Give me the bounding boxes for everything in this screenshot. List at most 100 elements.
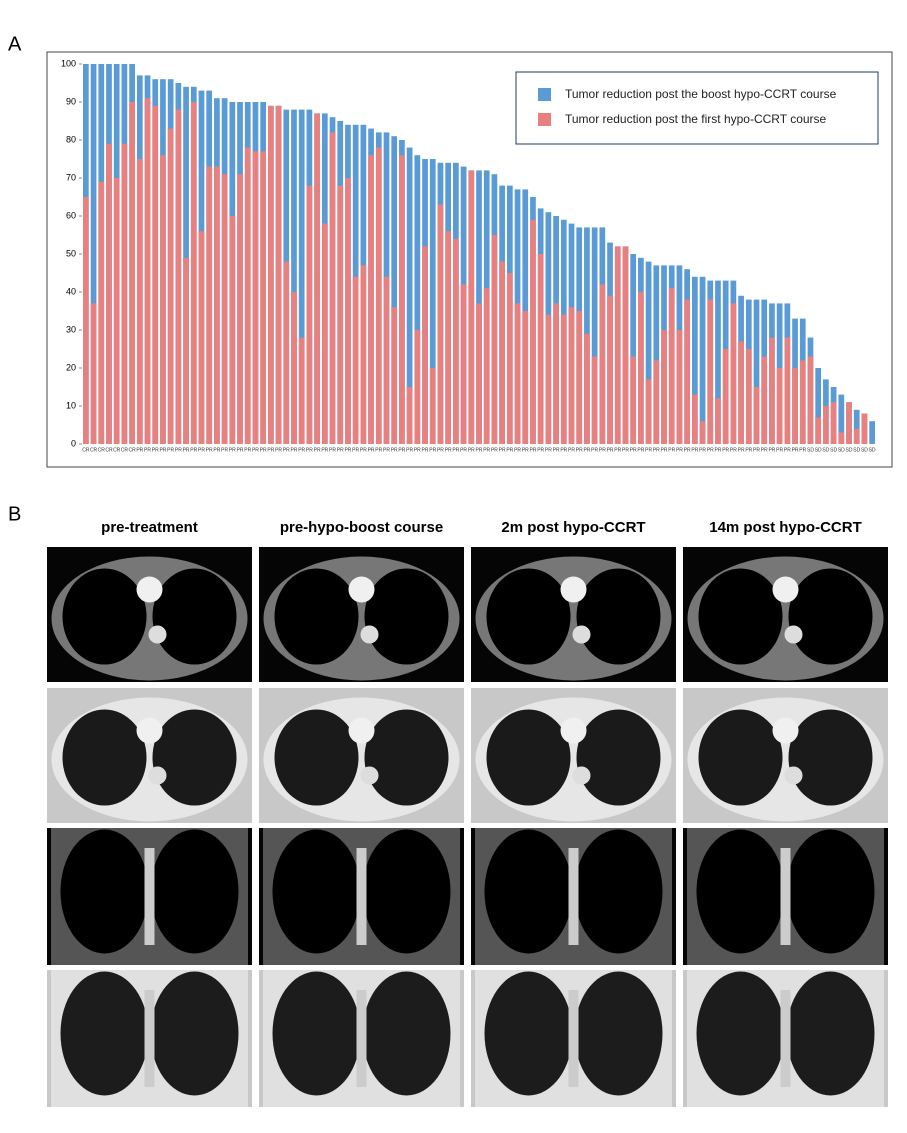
ct-lung: [576, 709, 661, 806]
x-tick-label: PR: [414, 447, 421, 453]
x-tick-label: PR: [622, 447, 629, 453]
x-tick-label: PR: [198, 447, 205, 453]
x-tick-label: SD: [822, 447, 829, 453]
bar: [345, 178, 351, 444]
x-tick-label: PR: [375, 447, 382, 453]
bar: [622, 246, 629, 444]
ct-lung: [484, 971, 573, 1096]
bar: [630, 356, 637, 444]
ct-lung: [364, 568, 449, 665]
bar: [391, 307, 398, 444]
bar: [591, 356, 598, 444]
column-header: 14m post hypo-CCRT: [709, 519, 862, 536]
x-tick-label: PR: [730, 447, 737, 453]
x-tick-label: PR: [460, 447, 467, 453]
bar: [545, 314, 552, 444]
x-tick-label: CR: [128, 447, 136, 453]
x-tick-label: CR: [105, 447, 113, 453]
x-tick-label: PR: [591, 447, 598, 453]
ct-lung: [150, 971, 239, 1096]
x-tick-label: PR: [337, 447, 344, 453]
bar: [221, 174, 228, 444]
bar: [715, 398, 721, 444]
bar: [383, 276, 390, 444]
x-tick-label: PR: [298, 447, 305, 453]
ct-lung: [786, 971, 875, 1096]
x-tick-label: PR: [637, 447, 644, 453]
x-tick-label: PR: [684, 447, 691, 453]
x-tick-label: PR: [221, 447, 228, 453]
x-tick-label: PR: [321, 447, 328, 453]
x-tick-label: PR: [445, 447, 452, 453]
x-tick-label: SD: [869, 447, 876, 453]
ct-lung: [574, 829, 663, 954]
bar: [699, 421, 706, 444]
bar: [591, 227, 598, 444]
x-tick-label: PR: [144, 447, 151, 453]
ct-lung: [576, 568, 661, 665]
bar: [691, 394, 698, 444]
x-tick-label: PR: [175, 447, 182, 453]
bar: [638, 292, 644, 444]
x-tick-label: PR: [406, 447, 413, 453]
x-tick-label: PR: [398, 447, 405, 453]
x-tick-label: CR: [82, 447, 90, 453]
bar: [684, 299, 690, 444]
x-tick-label: PR: [630, 447, 637, 453]
bar: [291, 109, 297, 444]
x-tick-label: SD: [807, 447, 814, 453]
bar: [298, 109, 305, 444]
bar: [414, 330, 421, 444]
x-tick-label: PR: [252, 447, 259, 453]
bar: [753, 299, 760, 444]
ct-vessel: [572, 766, 591, 785]
x-tick-label: PR: [213, 447, 220, 453]
ct-trachea: [356, 848, 367, 945]
ct-lung: [788, 568, 873, 665]
ct-vessel: [148, 766, 167, 785]
x-tick-label: CR: [121, 447, 129, 453]
bar: [476, 303, 482, 444]
bar: [214, 166, 220, 444]
y-tick-label: 80: [66, 134, 76, 144]
x-tick-label: PR: [352, 447, 359, 453]
bar: [90, 303, 97, 444]
x-tick-label: PR: [329, 447, 336, 453]
bar: [190, 102, 197, 444]
x-tick-label: PR: [159, 447, 166, 453]
ct-trachea: [780, 848, 791, 945]
bar: [445, 231, 452, 444]
bar: [630, 254, 637, 444]
ct-vessel: [572, 625, 591, 644]
x-tick-label: PR: [545, 447, 552, 453]
x-tick-label: PR: [537, 447, 544, 453]
x-tick-label: PR: [190, 447, 197, 453]
bar: [152, 105, 159, 445]
x-tick-label: PR: [167, 447, 174, 453]
panel-label: B: [8, 503, 21, 525]
bar: [807, 356, 814, 444]
bar: [645, 261, 652, 444]
bar: [237, 174, 243, 444]
bar: [414, 155, 421, 444]
x-tick-label: PR: [691, 447, 698, 453]
ct-lung: [788, 709, 873, 806]
bar: [321, 223, 328, 444]
x-tick-label: PR: [583, 447, 590, 453]
ct-trachea: [780, 990, 791, 1087]
x-tick-label: PR: [514, 447, 521, 453]
bar: [352, 276, 359, 444]
bar: [306, 185, 313, 444]
ct-vessel: [560, 717, 587, 744]
ct-lung: [152, 709, 237, 806]
bar: [761, 356, 768, 444]
ct-vessel: [360, 766, 379, 785]
bar: [707, 299, 714, 444]
x-tick-label: PR: [699, 447, 706, 453]
x-tick-label: PR: [344, 447, 351, 453]
bar: [206, 166, 213, 444]
bar: [252, 151, 259, 444]
bar: [329, 132, 336, 444]
bar: [846, 402, 852, 444]
